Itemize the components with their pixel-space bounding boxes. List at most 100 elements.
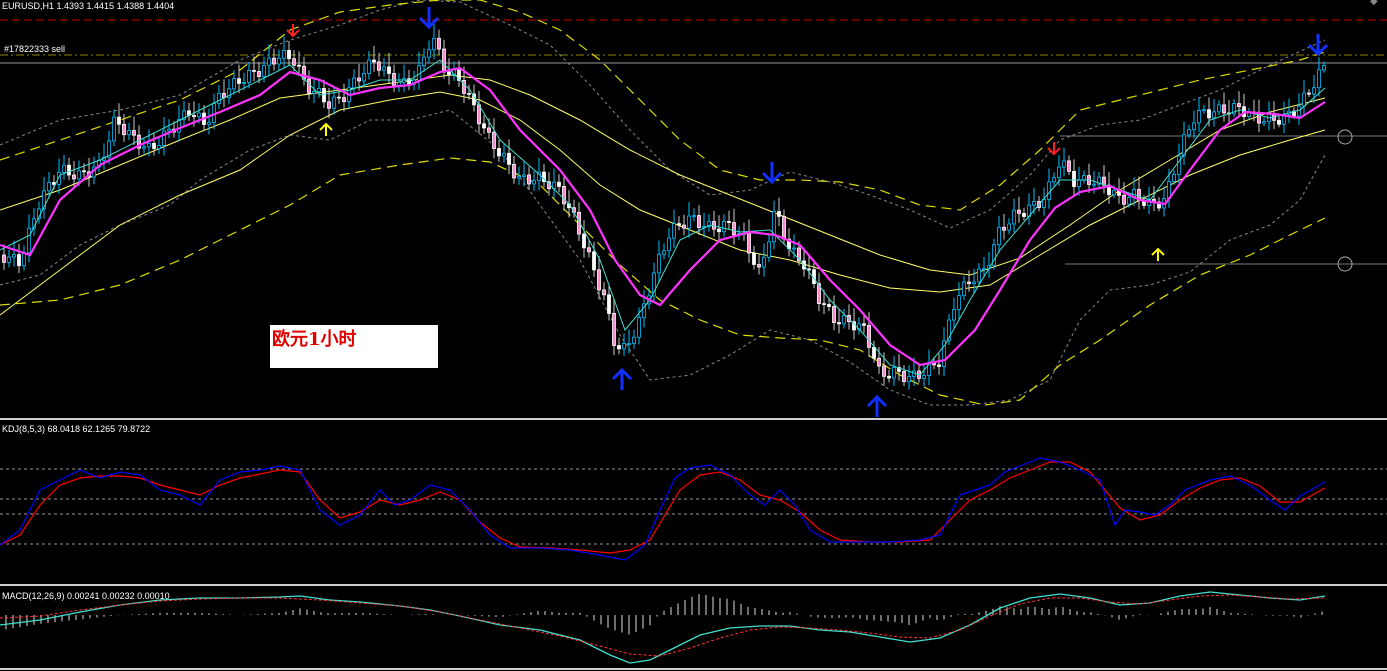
- candle-body: [677, 223, 681, 226]
- candle-body: [972, 281, 976, 285]
- candle-body: [307, 78, 311, 94]
- candle-body: [1222, 104, 1226, 114]
- candle-body: [752, 252, 756, 265]
- ma-slow-2: [0, 74, 1326, 276]
- candle-body: [227, 88, 231, 98]
- candle-body: [772, 211, 776, 243]
- candle-body: [457, 69, 461, 81]
- candle-body: [1262, 121, 1266, 124]
- candle-body: [107, 140, 111, 158]
- candle-body: [287, 50, 291, 60]
- candle-body: [1017, 209, 1021, 214]
- candle-body: [747, 233, 751, 254]
- candle-body: [1067, 160, 1071, 172]
- candle-body: [192, 114, 196, 118]
- trend-line-handle-lower: [1337, 256, 1353, 272]
- candle-body: [432, 37, 436, 51]
- candle-body: [382, 66, 386, 71]
- candle-body: [717, 228, 721, 233]
- candle-body: [267, 57, 271, 66]
- pane-divider-kdj: [0, 418, 1387, 420]
- candle-body: [632, 336, 636, 344]
- candle-body: [1172, 174, 1176, 182]
- candle-body: [622, 343, 626, 350]
- candle-body: [387, 66, 391, 74]
- trend-line-handle-upper: [1337, 129, 1353, 145]
- candle-body: [757, 264, 761, 268]
- candle-body: [1182, 134, 1186, 157]
- candle-body: [447, 71, 451, 76]
- symbol-header: EURUSD,H1 1.4393 1.4415 1.4388 1.4404: [2, 1, 175, 11]
- candle-body: [1237, 103, 1241, 108]
- candle-body: [332, 96, 336, 109]
- candle-body: [1052, 177, 1056, 183]
- candle-body: [642, 303, 646, 319]
- candle-body: [732, 222, 736, 236]
- candle-body: [277, 57, 281, 65]
- candle-body: [7, 256, 11, 263]
- candle-body: [372, 59, 376, 63]
- envelope-upper: [0, 0, 1326, 211]
- signal-arrow-head: [611, 367, 633, 381]
- candle-body: [892, 367, 896, 379]
- candle-body: [367, 59, 371, 74]
- candle-body: [777, 211, 781, 217]
- candle-body: [297, 64, 301, 67]
- candle-body: [877, 357, 881, 367]
- candle-body: [512, 163, 516, 179]
- candle-body: [1307, 92, 1311, 95]
- candle-body: [167, 128, 171, 132]
- candle-body: [762, 256, 766, 268]
- candle-body: [437, 37, 441, 50]
- order-label: #17822333 sell: [4, 44, 66, 54]
- signal-arrow-head: [1307, 43, 1329, 57]
- candle-body: [557, 181, 561, 187]
- candle-body: [1042, 199, 1046, 208]
- pane-divider-bottom: [0, 668, 1387, 670]
- candle-body: [867, 324, 871, 348]
- close-icon[interactable]: ◆: [1370, 0, 1378, 7]
- candle-body: [1007, 223, 1011, 231]
- macd-signal-line: [0, 594, 1326, 657]
- candle-body: [1212, 111, 1216, 119]
- candle-body: [142, 146, 146, 149]
- candle-body: [607, 294, 611, 314]
- candle-body: [232, 78, 236, 90]
- bollinger-lower: [0, 109, 1326, 406]
- kdj-label: KDJ(8,5,3) 68.0418 62.1265 79.8722: [2, 424, 151, 434]
- candle-body: [992, 244, 996, 266]
- candle-body: [1022, 212, 1026, 217]
- candle-body: [157, 145, 161, 149]
- candle-body: [2, 254, 6, 263]
- candle-body: [482, 123, 486, 129]
- candle-body: [692, 215, 696, 217]
- envelope-lower: [0, 157, 1326, 406]
- candle-body: [497, 148, 501, 157]
- candle-body: [862, 323, 866, 326]
- candle-body: [827, 304, 831, 307]
- candle-body: [242, 82, 246, 84]
- candle-body: [532, 180, 536, 185]
- candle-body: [842, 315, 846, 325]
- candle-body: [562, 186, 566, 205]
- candle-body: [312, 90, 316, 94]
- candle-body: [127, 130, 131, 136]
- candle-body: [502, 152, 506, 157]
- candle-body: [902, 370, 906, 382]
- candle-body: [262, 64, 266, 77]
- candle-body: [22, 252, 26, 267]
- candle-body: [707, 221, 711, 228]
- candle-body: [822, 303, 826, 306]
- candle-body: [1077, 179, 1081, 187]
- candle-body: [132, 130, 136, 136]
- candle-body: [1092, 183, 1096, 186]
- candle-body: [322, 88, 326, 103]
- candle-body: [587, 247, 591, 253]
- candle-body: [112, 116, 116, 142]
- candle-body: [797, 247, 801, 262]
- candle-body: [782, 215, 786, 240]
- candle-body: [577, 211, 581, 235]
- ma-slow: [0, 91, 1326, 316]
- candle-body: [252, 69, 256, 72]
